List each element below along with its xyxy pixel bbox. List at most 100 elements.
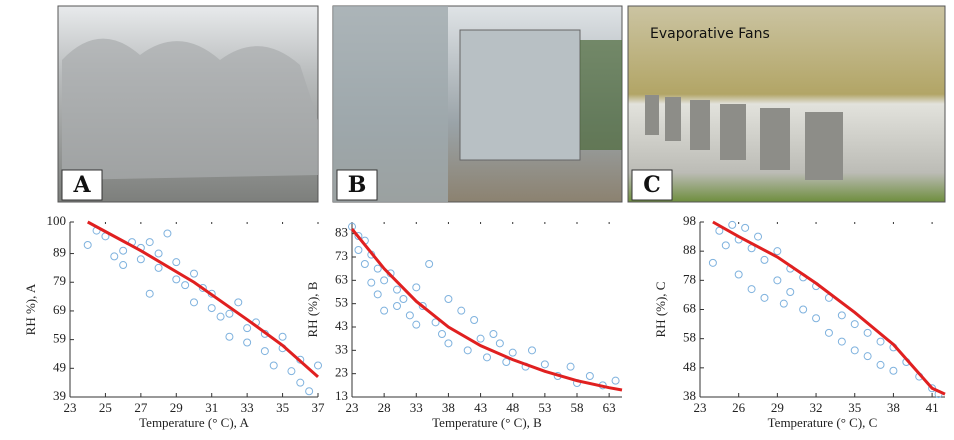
x-tick-label: 41 [926, 400, 939, 415]
y-tick-label: 78 [683, 271, 696, 286]
y-tick-label: 33 [335, 341, 348, 356]
photo-caption: Evaporative Fans [650, 26, 770, 42]
data-point [164, 230, 171, 237]
x-tick-label: 29 [170, 400, 183, 415]
x-tick-label: 35 [276, 400, 289, 415]
data-point [173, 276, 180, 283]
data-point [315, 362, 322, 369]
x-tick-label: 43 [474, 400, 487, 415]
data-point [761, 294, 768, 301]
data-point [464, 347, 471, 354]
x-axis-label: Temperature (° C), B [432, 415, 542, 430]
data-point [173, 259, 180, 266]
data-point [890, 367, 897, 374]
data-point [381, 277, 388, 284]
data-point [244, 339, 251, 346]
data-point [586, 373, 593, 380]
data-point [439, 331, 446, 338]
photo-label: C [643, 172, 661, 198]
data-point [477, 335, 484, 342]
x-tick-label: 63 [603, 400, 616, 415]
photo-label: A [72, 172, 91, 198]
y-tick-label: 13 [335, 388, 348, 403]
data-point [748, 286, 755, 293]
data-point [400, 296, 407, 303]
data-point [361, 261, 368, 268]
data-point [226, 310, 233, 317]
y-tick-label: 53 [335, 295, 348, 310]
y-axis-label: RH (%), B [305, 281, 320, 337]
data-point [838, 312, 845, 319]
photo-label: B [348, 172, 367, 198]
data-point [394, 286, 401, 293]
data-point [155, 250, 162, 257]
data-point [729, 221, 736, 228]
data-point [84, 241, 91, 248]
data-point [111, 253, 118, 260]
x-tick-label: 33 [241, 400, 254, 415]
data-point [761, 256, 768, 263]
data-point [368, 279, 375, 286]
x-tick-label: 48 [506, 400, 519, 415]
y-tick-label: 48 [683, 359, 696, 374]
data-point [509, 349, 516, 356]
data-point [374, 265, 381, 272]
y-tick-label: 49 [53, 359, 66, 374]
y-tick-label: 63 [335, 271, 348, 286]
data-point [191, 270, 198, 277]
x-tick-label: 26 [732, 400, 746, 415]
x-tick-label: 38 [442, 400, 455, 415]
x-tick-label: 33 [410, 400, 423, 415]
y-tick-label: 68 [683, 300, 696, 315]
data-point [787, 289, 794, 296]
data-point [709, 259, 716, 266]
data-point [755, 233, 762, 240]
x-tick-label: 29 [771, 400, 784, 415]
data-point [306, 388, 313, 395]
data-point [235, 299, 242, 306]
data-point [774, 277, 781, 284]
fit-line [352, 229, 622, 390]
data-point [244, 325, 251, 332]
x-tick-label: 28 [378, 400, 391, 415]
data-point [838, 338, 845, 345]
data-point [735, 271, 742, 278]
data-point [191, 299, 198, 306]
data-point [155, 264, 162, 271]
y-tick-label: 100 [47, 213, 67, 228]
data-point [490, 331, 497, 338]
x-tick-label: 25 [99, 400, 112, 415]
y-axis-label: RH (%), C [653, 282, 668, 338]
y-tick-label: 88 [683, 242, 696, 257]
data-point [413, 284, 420, 291]
data-point [261, 348, 268, 355]
y-tick-label: 73 [335, 248, 348, 263]
data-point [484, 354, 491, 361]
data-point [270, 362, 277, 369]
data-point [458, 307, 465, 314]
data-point [217, 313, 224, 320]
x-tick-label: 35 [848, 400, 861, 415]
x-axis-label: Temperature (° C), A [139, 415, 249, 430]
data-point [825, 329, 832, 336]
y-tick-label: 59 [53, 331, 66, 346]
data-point [120, 262, 127, 269]
x-tick-label: 38 [887, 400, 900, 415]
data-point [374, 291, 381, 298]
data-point [120, 247, 127, 254]
data-point [877, 361, 884, 368]
figure: A B Evaporative Fans C 23252729313335373… [0, 0, 954, 440]
y-tick-label: 69 [53, 302, 66, 317]
y-tick-label: 58 [683, 330, 696, 345]
data-point [208, 305, 215, 312]
data-point [146, 290, 153, 297]
data-point [496, 340, 503, 347]
x-axis-label: Temperature (° C), C [768, 415, 878, 430]
y-tick-label: 83 [335, 225, 348, 240]
fit-line [88, 222, 318, 377]
y-tick-label: 23 [335, 365, 348, 380]
data-point [413, 321, 420, 328]
data-point [381, 307, 388, 314]
